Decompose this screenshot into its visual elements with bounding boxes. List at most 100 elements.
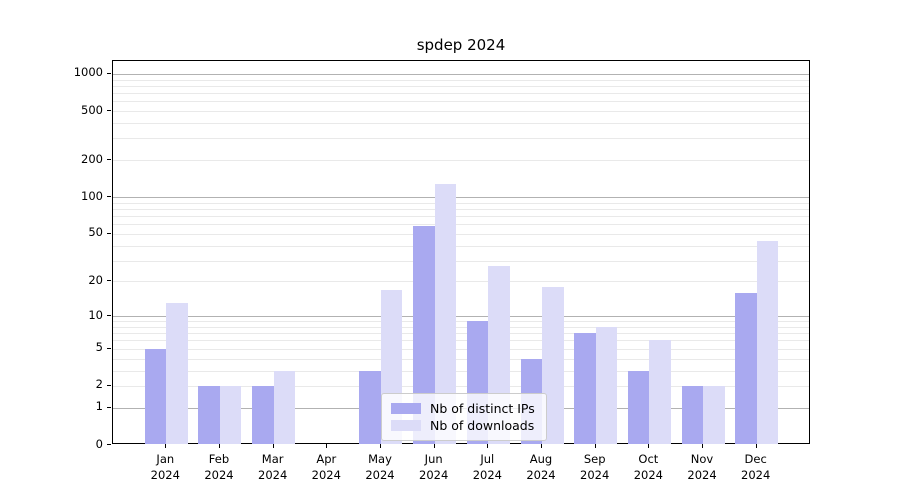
gridline-minor-4 (113, 358, 809, 360)
x-tick-label-sep: Sep 2024 (580, 452, 610, 482)
x-tick-jun (433, 444, 435, 448)
bar-downloads-feb (219, 385, 242, 444)
gridline-minor-800 (113, 85, 809, 87)
gridline-minor-60 (113, 224, 809, 226)
bar-downloads-dec (756, 240, 779, 444)
gridline-minor-500 (113, 111, 809, 113)
y-tick-100 (107, 196, 111, 198)
x-tick-label-aug: Aug 2024 (526, 452, 556, 482)
gridline-minor-20 (113, 281, 809, 283)
bar-ips-feb (198, 385, 220, 444)
gridline-major-100 (113, 197, 809, 199)
y-tick-label-1: 1 (95, 399, 103, 414)
x-tick-label-nov: Nov 2024 (687, 452, 717, 482)
y-tick-label-200: 200 (81, 151, 103, 166)
gridline-major-1000 (113, 73, 809, 75)
bar-downloads-sep (595, 326, 618, 444)
gridline-minor-80 (113, 208, 809, 210)
bar-ips-mar (252, 385, 274, 444)
gridline-minor-9 (113, 321, 809, 323)
x-tick-label-apr: Apr 2024 (311, 452, 341, 482)
y-tick-label-0: 0 (95, 436, 103, 451)
gridline-minor-700 (113, 93, 809, 95)
y-tick-label-10: 10 (88, 307, 103, 322)
y-tick-label-20: 20 (88, 272, 103, 287)
x-tick-aug (541, 444, 542, 448)
x-tick-label-oct: Oct 2024 (633, 452, 663, 482)
gridline-minor-30 (113, 260, 809, 262)
bar-ips-oct (627, 370, 650, 444)
x-tick-dec (755, 444, 757, 448)
gridline-minor-3 (113, 370, 809, 372)
x-tick-jul (487, 444, 489, 448)
gridline-minor-400 (113, 123, 809, 125)
bar-downloads-nov (703, 385, 725, 444)
y-tick-2 (107, 384, 111, 386)
x-tick-jan (165, 444, 167, 448)
y-tick-500 (107, 110, 111, 112)
legend-label-downloads: Nb of downloads (430, 418, 535, 433)
y-tick-label-5: 5 (95, 340, 103, 355)
gridline-minor-300 (113, 138, 809, 140)
bar-downloads-mar (273, 370, 296, 444)
x-tick-label-dec: Dec 2024 (741, 452, 771, 482)
y-tick-10 (107, 315, 111, 317)
y-tick-5 (107, 347, 111, 349)
legend-label-distinct-ips: Nb of distinct IPs (430, 401, 535, 416)
bar-ips-sep (574, 333, 596, 444)
x-tick-may (379, 444, 381, 448)
gridline-minor-70 (113, 216, 809, 218)
legend-swatch-downloads (391, 420, 421, 431)
bar-ips-jan (144, 348, 167, 444)
chart-title: spdep 2024 (416, 36, 506, 54)
y-tick-200 (107, 159, 111, 161)
x-tick-nov (702, 444, 704, 448)
y-tick-1 (107, 406, 111, 408)
x-tick-label-may: May 2024 (365, 452, 395, 482)
y-tick-20 (107, 280, 111, 282)
y-tick-label-50: 50 (88, 225, 103, 240)
gridline-minor-200 (113, 160, 809, 162)
x-tick-mar (272, 444, 274, 448)
y-tick-50 (107, 232, 111, 234)
bar-downloads-aug (542, 286, 564, 444)
bar-downloads-oct (649, 340, 671, 444)
x-tick-label-jul: Jul 2024 (472, 452, 502, 482)
bar-downloads-jan (166, 303, 188, 444)
gridline-minor-50 (113, 233, 809, 235)
legend-swatch-distinct-ips (391, 403, 421, 414)
gridline-minor-8 (113, 326, 809, 328)
y-tick-0 (107, 444, 111, 445)
gridline-minor-600 (113, 101, 809, 103)
x-tick-sep (594, 444, 596, 448)
bar-ips-jun (413, 226, 435, 444)
legend-item-distinct-ips: Nb of distinct IPs (391, 400, 537, 417)
gridline-minor-6 (113, 340, 809, 342)
x-tick-feb (218, 444, 220, 448)
bar-ips-dec (735, 292, 757, 444)
y-tick-label-100: 100 (81, 188, 103, 203)
y-tick-1000 (107, 72, 111, 74)
bar-ips-nov (681, 385, 704, 444)
y-tick-label-2: 2 (95, 377, 103, 392)
gridline-minor-2 (113, 385, 809, 387)
x-tick-label-mar: Mar 2024 (258, 452, 288, 482)
gridline-minor-40 (113, 245, 809, 247)
bar-downloads-jun (434, 184, 457, 444)
gridline-major-10 (113, 316, 809, 318)
plot-area: Nb of distinct IPs Nb of downloads (112, 60, 810, 444)
x-tick-label-jun: Jun 2024 (419, 452, 449, 482)
legend-item-downloads: Nb of downloads (391, 417, 537, 434)
x-tick-label-feb: Feb 2024 (204, 452, 234, 482)
y-tick-label-1000: 1000 (73, 65, 103, 80)
bar-ips-may (359, 370, 381, 444)
gridline-minor-7 (113, 333, 809, 335)
gridline-minor-900 (113, 79, 809, 81)
gridline-minor-5 (113, 348, 809, 350)
x-tick-oct (648, 444, 650, 448)
y-tick-label-500: 500 (81, 102, 103, 117)
legend: Nb of distinct IPs Nb of downloads (381, 393, 547, 441)
x-tick-label-jan: Jan 2024 (150, 452, 180, 482)
x-tick-apr (326, 444, 328, 448)
